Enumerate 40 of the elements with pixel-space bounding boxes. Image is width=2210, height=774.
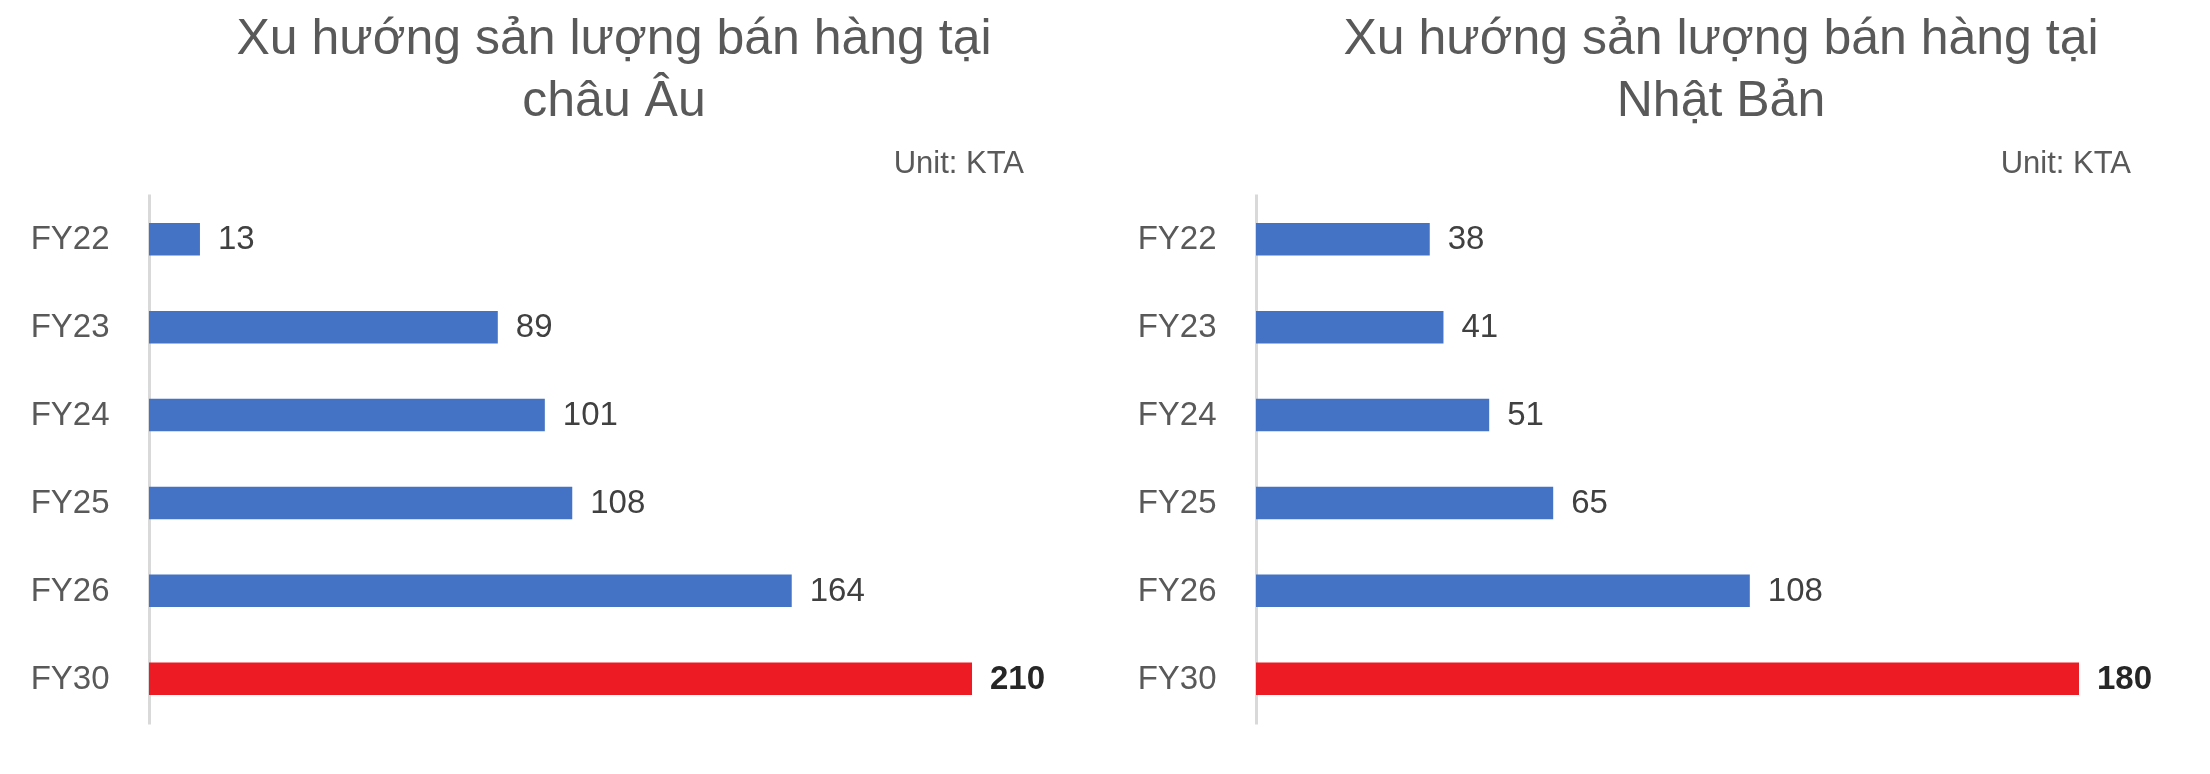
y-tick-label: FY26 xyxy=(1137,570,1217,608)
data-label: 51 xyxy=(1507,395,1544,433)
data-label: 41 xyxy=(1461,307,1499,345)
chart-title: Xu hướng sản lượng bán hàng tại châu Âu xyxy=(236,9,992,127)
data-label: 210 xyxy=(990,658,1046,696)
bar xyxy=(149,398,545,432)
bar xyxy=(1256,223,1430,256)
bar xyxy=(149,662,973,695)
data-label: 13 xyxy=(217,219,255,257)
y-tick-label: FY24 xyxy=(30,395,110,433)
y-tick-label: FY22 xyxy=(30,219,110,257)
bar xyxy=(1256,574,1750,608)
chart-title: Xu hướng sản lượng bán hàng tại Nhật Bản xyxy=(1343,9,2099,127)
bar xyxy=(1256,662,2080,695)
text: Unit: KTA xyxy=(893,145,1025,180)
y-tick-label: FY30 xyxy=(1137,658,1217,696)
bar xyxy=(1256,310,1444,344)
data-label: 101 xyxy=(562,395,618,433)
data-label: 108 xyxy=(1767,570,1823,608)
y-tick-label: FY24 xyxy=(1137,395,1217,433)
data-label: 65 xyxy=(1571,482,1608,520)
data-label: 108 xyxy=(590,482,646,520)
y-tick-label: FY26 xyxy=(30,570,110,608)
bar xyxy=(149,223,200,256)
data-label: 164 xyxy=(809,570,865,608)
y-tick-label: FY23 xyxy=(30,307,110,345)
bar xyxy=(1256,398,1490,432)
bar xyxy=(149,310,498,344)
y-tick-label: FY22 xyxy=(1137,219,1217,257)
y-tick-label: FY30 xyxy=(30,658,110,696)
bar xyxy=(149,574,792,608)
y-tick-label: FY25 xyxy=(1137,482,1217,520)
y-tick-label: FY23 xyxy=(1137,307,1217,345)
data-label: 180 xyxy=(2097,658,2153,696)
bar xyxy=(1256,486,1554,520)
data-label: 38 xyxy=(1447,219,1485,257)
text: Unit: KTA xyxy=(2000,145,2132,180)
y-tick-label: FY25 xyxy=(30,482,110,520)
data-label: 89 xyxy=(515,307,553,345)
bar xyxy=(149,486,573,520)
